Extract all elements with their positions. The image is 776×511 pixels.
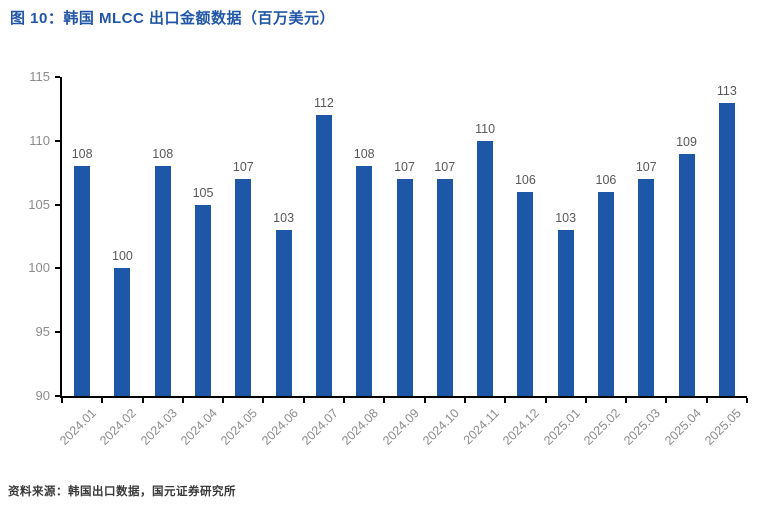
x-axis-tick: [584, 398, 587, 403]
x-axis-tick: [423, 398, 426, 403]
bar-2024.09: [396, 179, 413, 396]
bar-value-label: 108: [152, 147, 174, 162]
plot-area: 90 95 100 105 110 115 108 100 108 105 107 103 112 108…: [28, 69, 748, 448]
bar-value-label: 110: [475, 121, 496, 136]
y-axis-tick-label: 90: [35, 388, 50, 403]
bar-2024.05: [235, 179, 252, 396]
bar-value-label: 105: [192, 185, 214, 200]
x-axis-tick: [504, 398, 507, 403]
y-axis-tick-label: 95: [35, 324, 50, 340]
x-axis-tick: [181, 398, 184, 403]
x-axis-tick: [141, 398, 144, 403]
y-axis-tick: [55, 331, 60, 334]
bar-chart: 90 95 100 105 110 115 108 100 108 105 107 103 112 108…: [28, 69, 748, 448]
bar-2024.02: [114, 268, 131, 396]
bar-2025.02: [597, 191, 614, 396]
y-axis-tick: [55, 203, 60, 206]
bar-2024.12: [517, 191, 534, 396]
bar-2024.03: [154, 166, 171, 396]
bar-value-label: 103: [555, 211, 577, 226]
x-axis-tick: [302, 398, 305, 403]
figure-title: 图 10：韩国 MLCC 出口金额数据（百万美元）: [10, 10, 336, 27]
x-axis-tick: [222, 398, 225, 403]
x-axis-tick: [665, 398, 668, 403]
bar-2024.08: [356, 166, 373, 396]
bar-2025.05: [718, 102, 735, 396]
x-axis-tick: [746, 398, 748, 403]
bar-value-label: 112: [313, 96, 334, 111]
bar-value-label: 106: [595, 172, 617, 187]
y-axis-tick-label: 100: [28, 260, 50, 276]
bar-value-label: 107: [635, 160, 657, 175]
x-axis-tick: [705, 398, 708, 403]
x-axis-tick: [625, 398, 628, 403]
bar-value-label: 106: [514, 172, 536, 187]
bar-2025.03: [638, 179, 655, 396]
x-axis-tick: [262, 398, 265, 403]
bar-value-label: 100: [112, 249, 133, 264]
bar-2025.04: [678, 153, 695, 396]
bar-value-label: 113: [716, 83, 737, 98]
y-axis-tick-label: 110: [29, 132, 50, 148]
x-axis-tick: [463, 398, 466, 403]
y-axis-tick: [55, 395, 60, 397]
bar-value-label: 108: [353, 147, 375, 162]
bar-value-label: 103: [273, 211, 295, 226]
bar-2024.11: [477, 140, 494, 396]
bar-value-label: 107: [434, 160, 456, 175]
bar-2024.01: [74, 166, 91, 396]
bar-value-label: 109: [676, 134, 697, 149]
bar-value-label: 107: [232, 160, 254, 175]
bar-value-label: 107: [394, 160, 415, 175]
y-axis-tick-label: 105: [28, 196, 50, 212]
x-axis-tick: [383, 398, 386, 403]
x-axis-tick: [544, 398, 547, 403]
bar-2024.07: [315, 115, 332, 396]
x-axis-tick: [101, 398, 104, 403]
bar-2024.06: [275, 230, 292, 396]
y-axis-tick-label: 115: [29, 69, 50, 84]
x-axis-tick: [343, 398, 346, 403]
bar-2024.04: [195, 204, 212, 396]
x-axis-tick: [61, 398, 63, 403]
y-axis-tick: [55, 139, 60, 142]
source-note: 资料来源：韩国出口数据，国元证券研究所: [8, 486, 236, 498]
bar-2025.01: [557, 230, 574, 396]
y-axis-tick: [55, 76, 60, 78]
bar-2024.10: [436, 179, 453, 396]
y-axis-tick: [55, 267, 60, 270]
bar-value-label: 108: [71, 147, 93, 162]
